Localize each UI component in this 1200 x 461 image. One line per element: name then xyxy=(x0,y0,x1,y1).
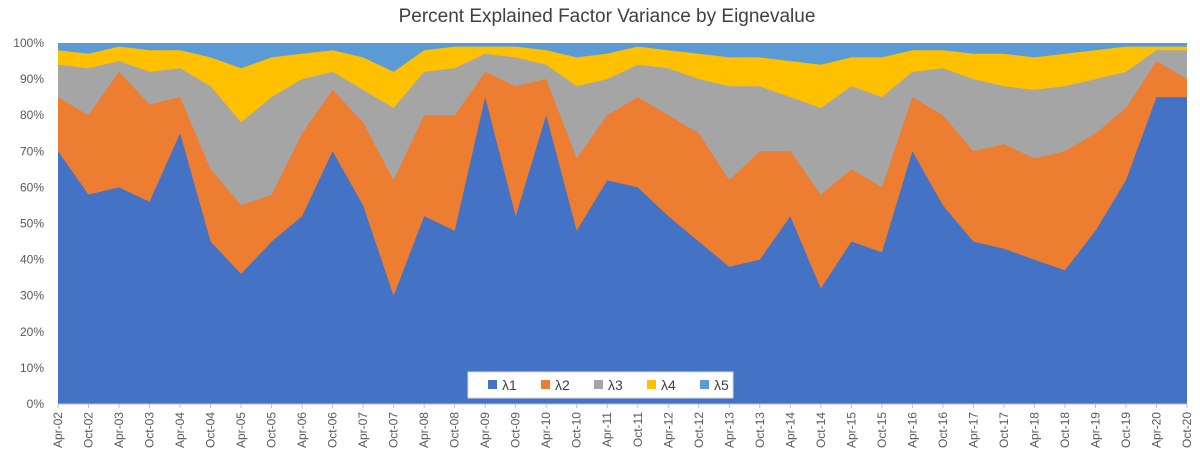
legend-swatch xyxy=(700,380,709,389)
y-tick-label: 90% xyxy=(20,72,44,86)
x-tick-label: Apr-06 xyxy=(295,412,309,448)
legend: λ1 λ2 λ3 λ4 λ5 xyxy=(467,371,734,399)
x-tick-label: Apr-12 xyxy=(661,412,675,448)
x-tick-label: Oct-18 xyxy=(1058,412,1072,448)
x-tick-label: Apr-13 xyxy=(722,412,736,448)
x-tick-label: Apr-03 xyxy=(112,412,126,448)
x-tick-label: Oct-11 xyxy=(631,412,645,447)
legend-label: λ1 xyxy=(502,377,517,393)
x-tick-label: Apr-07 xyxy=(356,412,370,448)
x-tick-label: Oct-16 xyxy=(936,412,950,448)
x-tick-label: Apr-09 xyxy=(478,412,492,448)
y-tick-label: 50% xyxy=(20,217,44,231)
x-tick-label: Apr-04 xyxy=(173,412,187,448)
legend-swatch xyxy=(594,380,603,389)
y-tick-label: 20% xyxy=(20,325,44,339)
x-tick-label: Oct-09 xyxy=(509,412,523,448)
x-tick-label: Oct-06 xyxy=(326,412,340,448)
x-tick-label: Apr-16 xyxy=(905,412,919,448)
y-tick-label: 0% xyxy=(27,397,45,411)
y-tick-label: 70% xyxy=(20,144,44,158)
legend-swatch xyxy=(488,380,497,389)
x-tick-label: Oct-03 xyxy=(143,412,157,448)
x-tick-label: Oct-08 xyxy=(448,412,462,448)
y-axis: 0% 10% 20% 30% 40% 50% 60% 70% 80% 90% 100% xyxy=(13,36,44,411)
legend-label: λ4 xyxy=(661,377,676,393)
y-tick-label: 40% xyxy=(20,253,44,267)
x-tick-label: Apr-05 xyxy=(234,412,248,448)
plot-area xyxy=(58,43,1187,404)
x-tick-label: Oct-20 xyxy=(1180,412,1194,448)
x-tick-label: Oct-10 xyxy=(570,412,584,448)
x-axis: Apr-02 Oct-02 Apr-03 Oct-03 Apr-04 Oct-04 Apr-… xyxy=(51,403,1194,448)
x-tick-label: Apr-20 xyxy=(1149,412,1163,448)
legend-label: λ3 xyxy=(608,377,623,393)
x-tick-label: Apr-15 xyxy=(844,412,858,448)
x-tick-label: Oct-05 xyxy=(265,412,279,448)
x-tick-label: Oct-04 xyxy=(204,412,218,448)
x-tick-label: Apr-18 xyxy=(1027,412,1041,448)
legend-label: λ5 xyxy=(714,377,729,393)
x-tick-label: Apr-17 xyxy=(966,412,980,448)
x-tick-label: Oct-19 xyxy=(1119,412,1133,448)
x-tick-label: Oct-17 xyxy=(997,412,1011,448)
y-tick-label: 100% xyxy=(13,36,44,50)
chart-title: Percent Explained Factor Variance by Eig… xyxy=(399,6,816,27)
x-tick-label: Apr-11 xyxy=(600,412,614,447)
legend-label: λ2 xyxy=(555,377,570,393)
y-tick-label: 80% xyxy=(20,108,44,122)
y-tick-label: 30% xyxy=(20,289,44,303)
x-tick-label: Oct-02 xyxy=(82,412,96,448)
legend-swatch xyxy=(647,380,656,389)
x-tick-label: Apr-02 xyxy=(51,412,65,448)
legend-swatch xyxy=(541,380,550,389)
x-tick-label: Apr-08 xyxy=(417,412,431,448)
x-tick-label: Oct-07 xyxy=(387,412,401,448)
x-tick-label: Apr-10 xyxy=(539,412,553,448)
x-tick-label: Apr-14 xyxy=(783,412,797,448)
area-series-1 xyxy=(58,97,1187,404)
x-tick-label: Apr-19 xyxy=(1088,412,1102,448)
x-tick-label: Oct-14 xyxy=(814,412,828,448)
x-tick-label: Oct-13 xyxy=(753,412,767,448)
y-tick-label: 60% xyxy=(20,180,44,194)
y-tick-label: 10% xyxy=(20,361,44,375)
x-tick-label: Oct-12 xyxy=(692,412,706,448)
x-tick-label: Oct-15 xyxy=(875,412,889,448)
